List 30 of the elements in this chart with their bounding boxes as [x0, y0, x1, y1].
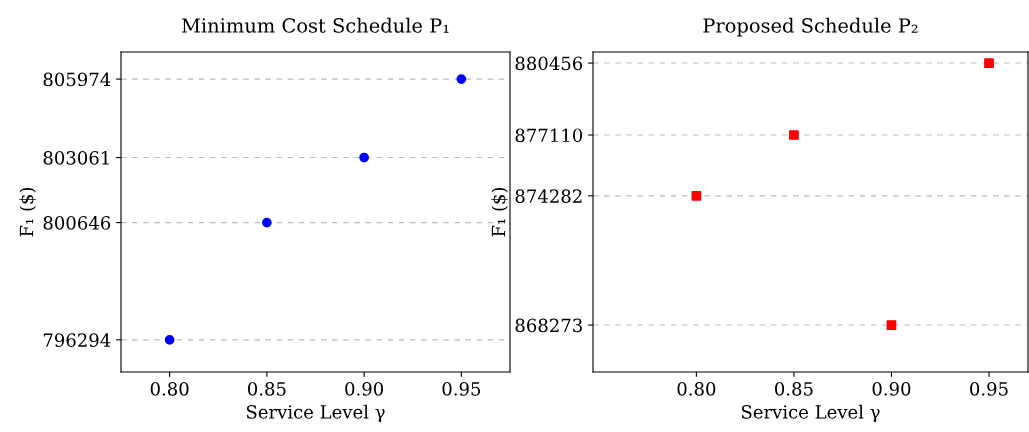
y-tick-label: 880456 — [515, 56, 583, 71]
chart-title: Proposed Schedule P₂ — [703, 17, 918, 37]
chart-title: Minimum Cost Schedule P₁ — [181, 17, 449, 33]
point — [984, 58, 994, 68]
y-tick-label: 868273 — [515, 318, 582, 333]
x-tick-label: 0.95 — [970, 382, 1008, 396]
y-axis-title: F₁ ($) — [19, 187, 36, 237]
y-tick-label: 877110 — [515, 128, 583, 143]
point — [262, 217, 272, 228]
y-tick-label: 805974 — [43, 72, 111, 87]
x-tick-label: 0.80 — [677, 382, 716, 396]
point — [164, 334, 175, 345]
y-tick-label: 800646 — [43, 216, 111, 230]
point — [456, 74, 467, 84]
x-tick-label: 0.85 — [775, 382, 813, 396]
y-axis-title: F₁ ($) — [491, 187, 508, 237]
x-tick-label: 0.90 — [345, 382, 384, 396]
y-tick-label: 874282 — [515, 189, 582, 203]
x-axis-title: Service Level γ — [246, 404, 385, 423]
x-tick-label: 0.80 — [150, 382, 189, 396]
x-tick-label: 0.90 — [872, 382, 911, 396]
x-axis-title: Service Level γ — [741, 404, 880, 423]
y-tick-label: 803061 — [43, 151, 109, 165]
point — [886, 320, 897, 330]
point — [691, 190, 702, 201]
y-tick-label: 796294 — [43, 333, 111, 347]
point — [789, 130, 799, 140]
x-tick-label: 0.95 — [442, 382, 481, 396]
x-tick-label: 0.85 — [247, 382, 286, 396]
point — [359, 152, 369, 163]
